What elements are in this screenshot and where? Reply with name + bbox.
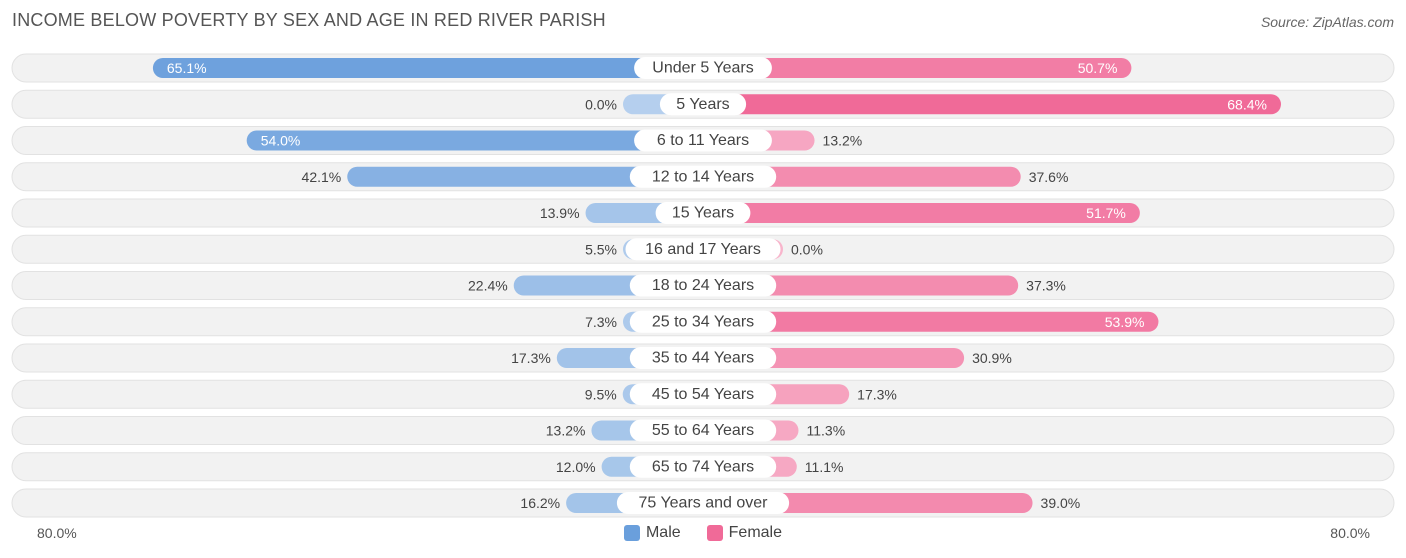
legend-swatch-male	[623, 525, 640, 541]
chart-plot-area: 65.1% 50.7% Under 5 Years 0.0% 68.4% 5 Years 5…	[11, 53, 1395, 518]
legend-item-male: Male	[623, 524, 681, 542]
male-value-label-5: 5.5%	[585, 241, 617, 257]
legend-swatch-female	[706, 525, 723, 541]
female-bar-6	[703, 275, 1019, 296]
legend-item-female: Female	[706, 524, 783, 542]
legend-label-female: Female	[728, 524, 783, 541]
category-pill-6	[629, 274, 777, 297]
category-pill-9	[629, 383, 777, 406]
female-value-label-7: 53.9%	[1105, 314, 1145, 330]
male-bar-0	[152, 58, 703, 78]
female-bar-3	[703, 166, 1021, 187]
male-value-label-12: 16.2%	[520, 495, 560, 511]
male-value-label-1: 0.0%	[585, 96, 617, 112]
female-value-label-11: 11.1%	[805, 459, 844, 475]
category-pill-5	[625, 238, 781, 261]
category-label-12: 75 Years and over	[639, 495, 769, 512]
category-label-8: 35 to 44 Years	[652, 350, 754, 367]
category-label-1: 5 Years	[676, 96, 729, 113]
female-value-label-4: 51.7%	[1086, 205, 1126, 221]
category-pill-11	[629, 455, 777, 478]
category-label-7: 25 to 34 Years	[652, 313, 754, 330]
female-bar-7	[703, 311, 1159, 332]
chart-source: Source: ZipAtlas.com	[1260, 14, 1394, 30]
category-label-5: 16 and 17 Years	[645, 241, 761, 258]
male-value-label-2: 54.0%	[261, 133, 301, 149]
female-bar-1	[703, 94, 1281, 115]
category-label-2: 6 to 11 Years	[657, 132, 749, 149]
category-label-6: 18 to 24 Years	[652, 277, 754, 294]
male-bar-3	[347, 166, 703, 187]
female-value-label-12: 39.0%	[1041, 495, 1081, 511]
female-bar-0	[703, 58, 1132, 78]
category-label-0: Under 5 Years	[652, 60, 753, 77]
female-value-label-9: 17.3%	[857, 386, 897, 402]
male-value-label-11: 12.0%	[556, 459, 596, 475]
male-value-label-9: 9.5%	[585, 386, 617, 402]
male-value-label-0: 65.1%	[167, 60, 207, 76]
legend-label-male: Male	[645, 524, 681, 541]
category-label-3: 12 to 14 Years	[652, 168, 754, 185]
male-value-label-7: 7.3%	[585, 314, 617, 330]
category-pill-7	[629, 310, 777, 333]
category-pill-10	[629, 419, 777, 442]
category-label-9: 45 to 54 Years	[652, 386, 754, 403]
female-bar-4	[703, 203, 1140, 223]
axis-min-label: 80.0%	[37, 525, 77, 541]
male-value-label-3: 42.1%	[302, 169, 342, 185]
category-pill-12	[616, 492, 790, 514]
axis-max-label: 80.0%	[1330, 525, 1370, 541]
female-value-label-10: 11.3%	[806, 423, 845, 439]
category-pill-1	[659, 93, 747, 116]
category-pill-4	[655, 202, 751, 224]
category-pill-8	[629, 347, 777, 369]
female-value-label-6: 37.3%	[1026, 278, 1066, 294]
chart-title: INCOME BELOW POVERTY BY SEX AND AGE IN R…	[12, 10, 606, 30]
female-value-label-5: 0.0%	[791, 241, 823, 257]
female-value-label-2: 13.2%	[823, 133, 863, 149]
category-label-11: 65 to 74 Years	[652, 458, 754, 475]
female-value-label-8: 30.9%	[972, 350, 1012, 366]
category-pill-0	[634, 57, 772, 79]
male-bar-2	[246, 130, 703, 151]
male-value-label-6: 22.4%	[468, 278, 508, 294]
category-label-4: 15 Years	[672, 205, 734, 222]
female-value-label-0: 50.7%	[1078, 60, 1118, 76]
female-value-label-1: 68.4%	[1227, 96, 1267, 112]
male-value-label-4: 13.9%	[540, 205, 580, 221]
chart-legend: Male Female	[0, 524, 1406, 542]
male-value-label-8: 17.3%	[511, 350, 551, 366]
category-pill-3	[629, 165, 777, 188]
category-label-10: 55 to 64 Years	[652, 422, 754, 439]
category-pill-2	[634, 129, 772, 152]
male-value-label-10: 13.2%	[546, 423, 586, 439]
female-value-label-3: 37.6%	[1029, 169, 1069, 185]
